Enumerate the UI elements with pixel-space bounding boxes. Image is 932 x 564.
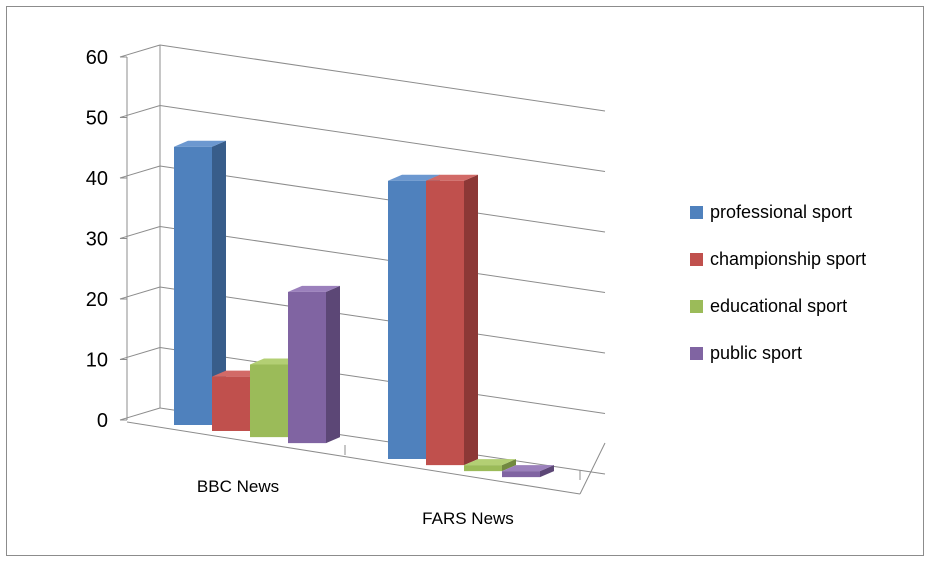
gridline-50 xyxy=(159,105,606,172)
bar-fars-news-public-sport xyxy=(502,465,554,478)
bars xyxy=(174,140,554,478)
legend-swatch xyxy=(690,300,703,313)
y-tick-label-10: 10 xyxy=(86,350,108,372)
legend-item-3: public sport xyxy=(690,343,802,363)
y-tick-label-20: 20 xyxy=(86,289,108,311)
floor-right-edge xyxy=(579,442,606,495)
x-axis-line xyxy=(126,421,581,495)
side-gridline-0 xyxy=(119,407,161,421)
legend-swatch xyxy=(690,253,703,266)
side-gridline-20 xyxy=(119,286,161,300)
category-label-0: BBC News xyxy=(197,477,279,496)
category-label-1: FARS News xyxy=(422,509,514,528)
side-gridline-50 xyxy=(119,105,161,118)
legend-label: public sport xyxy=(710,343,802,363)
legend-label: educational sport xyxy=(710,296,847,316)
side-gridline-40 xyxy=(119,165,161,179)
bar-bbc-news-public-sport xyxy=(288,285,340,444)
side-gridline-60 xyxy=(119,44,161,58)
legend-item-0: professional sport xyxy=(690,202,852,222)
gridline-20 xyxy=(159,286,606,354)
y-axis-tick-labels: 0 10 20 30 40 50 60 xyxy=(86,47,108,432)
bar-bbc-news-professional-sport xyxy=(174,140,226,425)
legend-swatch xyxy=(690,206,703,219)
legend-swatch xyxy=(690,347,703,360)
gridline-10 xyxy=(159,347,606,414)
legend-item-1: championship sport xyxy=(690,249,866,269)
gridline-40 xyxy=(159,165,606,233)
gridline-30 xyxy=(159,226,606,293)
y-tick-label-40: 40 xyxy=(86,168,108,190)
y-tick-label-30: 30 xyxy=(86,229,108,251)
y-tick-label-50: 50 xyxy=(86,108,108,130)
axes xyxy=(120,45,606,495)
bar-fars-news-championship-sport xyxy=(426,174,478,466)
y-tick-label-60: 60 xyxy=(86,47,108,69)
bar-fars-news-educational-sport xyxy=(464,459,516,472)
side-gridline-30 xyxy=(119,226,161,239)
legend-label: professional sport xyxy=(710,202,852,222)
y-tick-label-0: 0 xyxy=(97,410,108,432)
x-axis-category-labels: BBC News FARS News xyxy=(197,477,514,528)
legend-label: championship sport xyxy=(710,249,866,269)
legend: professional sport championship sport educ… xyxy=(690,202,866,363)
side-gridline-10 xyxy=(119,347,161,360)
gridline-60 xyxy=(159,44,606,112)
legend-item-2: educational sport xyxy=(690,296,847,316)
